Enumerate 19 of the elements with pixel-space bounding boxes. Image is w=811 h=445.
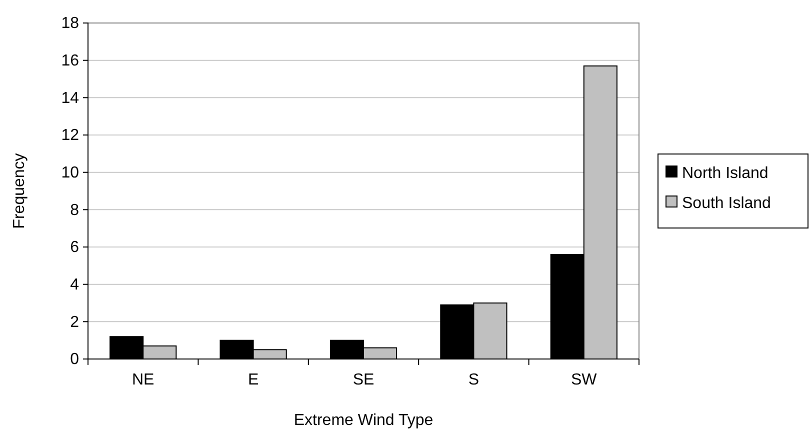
legend-label: South Island: [682, 195, 771, 212]
y-tick-label: 6: [70, 239, 80, 256]
y-tick-label: 0: [70, 351, 80, 368]
y-tick-label: 8: [70, 202, 80, 219]
x-tick-label: S: [468, 371, 480, 388]
y-tick-label: 18: [61, 15, 80, 32]
y-tick-label: 12: [61, 127, 80, 144]
x-tick-label: SW: [571, 371, 598, 388]
x-tick-label: NE: [132, 371, 154, 388]
y-axis-title: Frequency: [11, 153, 28, 229]
y-tick-label: 14: [61, 90, 80, 107]
y-tick-label: 2: [70, 314, 80, 331]
x-axis-title: Extreme Wind Type: [294, 412, 434, 429]
y-tick-label: 16: [61, 52, 80, 70]
x-tick-label: E: [248, 371, 259, 388]
y-tick-label: 10: [61, 164, 80, 182]
y-tick-label: 4: [70, 276, 80, 294]
legend-label: North Island: [682, 165, 768, 182]
x-tick-label: SE: [352, 371, 374, 388]
